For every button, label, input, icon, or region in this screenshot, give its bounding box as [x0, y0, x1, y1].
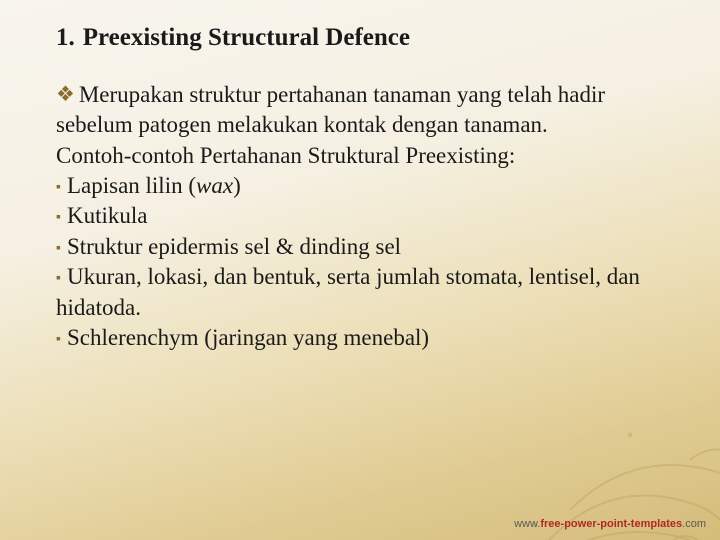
- square-bullet-icon: ▪: [56, 179, 61, 197]
- item-pre: Lapisan lilin (: [67, 173, 196, 198]
- slide-body: ❖Merupakan struktur pertahanan tanaman y…: [56, 80, 664, 353]
- square-bullet-icon: ▪: [56, 331, 61, 349]
- heading-title: Preexisting Structural Defence: [83, 24, 410, 51]
- list-item: ▪ Lapisan lilin (wax): [56, 171, 664, 201]
- square-bullet-icon: ▪: [56, 209, 61, 227]
- footer-w2: free-power-point-templates: [540, 518, 682, 530]
- square-bullet-icon: ▪: [56, 270, 61, 288]
- subheading: Contoh-contoh Pertahanan Struktural Pree…: [56, 141, 664, 171]
- footer-watermark: www.free-power-point-templates.com: [514, 518, 706, 530]
- list-item: ▪ Schlerenchym (jaringan yang menebal): [56, 323, 664, 353]
- intro-text: Merupakan struktur pertahanan tanaman ya…: [56, 82, 605, 137]
- square-bullet-icon: ▪: [56, 240, 61, 258]
- list-item: ▪Ukuran, lokasi, dan bentuk, serta jumla…: [56, 262, 664, 323]
- footer-w3: .com: [682, 518, 706, 530]
- item-pre: Ukuran, lokasi, dan bentuk, serta jumlah…: [56, 264, 640, 319]
- slide-content: 1. Preexisting Structural Defence ❖Merupa…: [0, 0, 720, 353]
- footer-w1: www.: [514, 518, 540, 530]
- item-ital: wax: [196, 173, 233, 198]
- heading-number: 1.: [56, 24, 75, 51]
- list-item: ▪ Kutikula: [56, 201, 664, 231]
- list-item: ▪ Struktur epidermis sel & dinding sel: [56, 232, 664, 262]
- slide-heading: 1. Preexisting Structural Defence: [56, 24, 664, 52]
- item-pre: Schlerenchym (jaringan yang menebal): [67, 325, 429, 350]
- item-post: ): [233, 173, 241, 198]
- intro-line: ❖Merupakan struktur pertahanan tanaman y…: [56, 80, 664, 141]
- item-pre: Struktur epidermis sel & dinding sel: [67, 234, 401, 259]
- diamond-bullet-icon: ❖: [56, 81, 75, 109]
- item-pre: Kutikula: [67, 203, 148, 228]
